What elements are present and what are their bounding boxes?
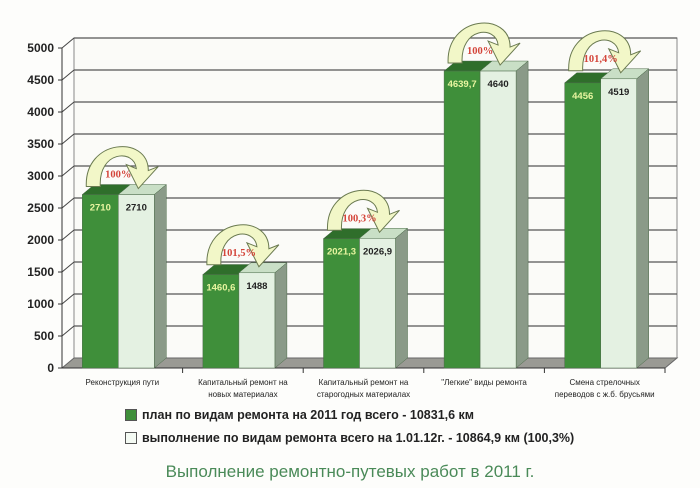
bar-plan xyxy=(443,70,481,369)
bar-plan xyxy=(564,82,601,369)
gridline-diag xyxy=(61,229,75,241)
bar-value-label: 2026,9 xyxy=(363,246,392,257)
percent-label: 101,4% xyxy=(584,54,618,65)
y-tick-label: 2000 xyxy=(27,233,54,247)
gridline-diag xyxy=(61,261,75,273)
y-tick-label: 1000 xyxy=(27,297,54,311)
bar-side xyxy=(154,184,167,369)
bar-actual xyxy=(359,238,396,369)
y-tick-label: 3500 xyxy=(27,137,54,151)
bar-plan xyxy=(202,274,240,369)
bar-plan xyxy=(82,194,119,369)
y-tick-label: 0 xyxy=(47,361,54,375)
percent-arrow-icon xyxy=(85,146,159,190)
y-tick-label: 2500 xyxy=(27,201,54,215)
category-label: Реконструкция пути xyxy=(86,378,159,387)
legend-swatch-actual xyxy=(125,432,137,444)
category-label: старогодных материалах xyxy=(317,390,410,399)
bar-actual xyxy=(118,194,155,369)
gridline-diag xyxy=(61,325,75,337)
bar-chart: 0 500 1000 1500 2000 2500 3000 3500 4000 4500 5000… xyxy=(27,22,679,399)
bar-value-label: 4640 xyxy=(488,79,509,90)
bar-actual xyxy=(600,78,637,369)
bar-side xyxy=(395,227,408,369)
percent-arrow-icon xyxy=(568,30,642,74)
percent-label: 100,3% xyxy=(342,213,376,224)
gridline-diag xyxy=(61,197,75,209)
category-label: "Легкие" виды ремонта xyxy=(441,378,527,387)
y-tick-label: 4500 xyxy=(27,73,54,87)
bar-value-label: 2710 xyxy=(126,203,147,214)
bar-value-label: 2710 xyxy=(90,203,111,214)
legend-label-actual: выполнение по видам ремонта всего на 1.0… xyxy=(142,431,575,445)
gridline-diag xyxy=(61,101,75,113)
gridline-diag xyxy=(61,133,75,145)
legend-swatch-plan xyxy=(125,409,137,421)
bar-actual xyxy=(479,70,517,369)
y-tick-label: 1500 xyxy=(27,265,54,279)
bar-value-label: 1460,6 xyxy=(206,283,235,294)
percent-label: 100% xyxy=(105,170,131,181)
y-tick-label: 500 xyxy=(34,329,54,343)
y-tick-label: 5000 xyxy=(27,41,54,55)
percent-arrow-icon xyxy=(206,224,280,268)
bar-value-label: 4639,7 xyxy=(448,79,477,90)
category-label: Капитальный ремонт на xyxy=(198,378,288,387)
category-label: Смена стрелочных xyxy=(569,378,639,387)
bar-side xyxy=(515,60,529,369)
bar-plan xyxy=(323,238,360,369)
gridline-diag xyxy=(61,293,75,305)
percent-label: 101,5% xyxy=(222,248,256,259)
legend-item-actual: выполнение по видам ремонта всего на 1.0… xyxy=(125,431,574,445)
bar-actual xyxy=(238,272,276,369)
bar-value-label: 2021,3 xyxy=(327,247,356,258)
gridline-diag xyxy=(61,37,75,49)
category-label: Капитальный ремонт на xyxy=(319,378,409,387)
bar-value-label: 4519 xyxy=(608,87,629,98)
legend-item-plan: план по видам ремонта на 2011 год всего … xyxy=(125,408,474,422)
gridline-diag xyxy=(61,69,75,81)
chart-title: Выполнение ремонтно-путевых работ в 2011… xyxy=(165,462,535,481)
bar-value-label: 4456 xyxy=(572,91,593,102)
percent-label: 100% xyxy=(467,46,493,57)
category-label: переводов с ж.б. брусьями xyxy=(555,390,655,399)
category-label: новых материалах xyxy=(208,390,277,399)
percent-arrow-icon xyxy=(326,189,400,234)
y-tick-label: 4000 xyxy=(27,105,54,119)
percent-arrow-icon xyxy=(447,22,521,66)
bar-value-label: 1488 xyxy=(246,281,267,292)
bar-side xyxy=(636,68,649,369)
legend-label-plan: план по видам ремонта на 2011 год всего … xyxy=(142,408,475,422)
gridline-diag xyxy=(61,165,75,177)
y-tick-label: 3000 xyxy=(27,169,54,183)
bar-side xyxy=(274,262,288,369)
